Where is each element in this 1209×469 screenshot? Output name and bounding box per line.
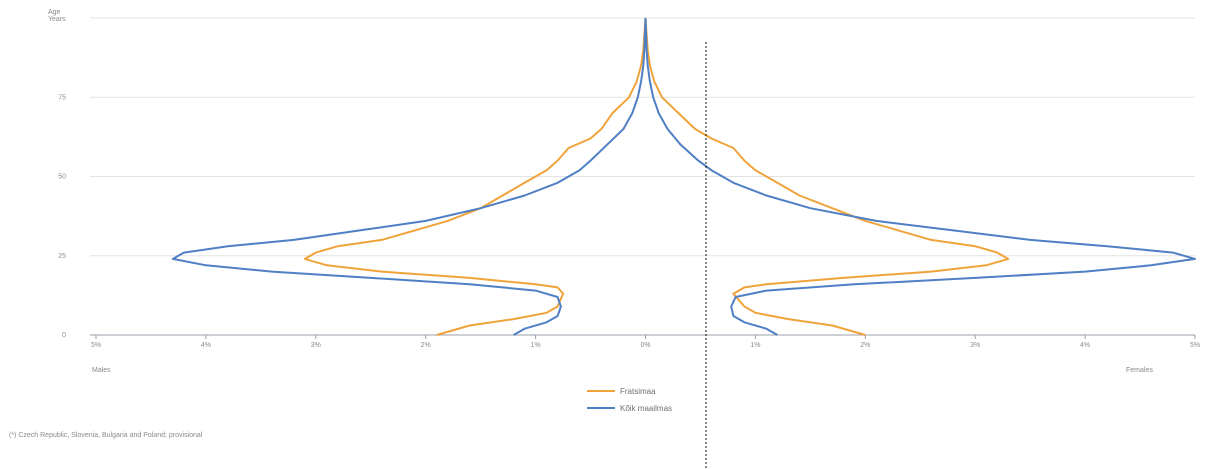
x-tick-label: 2% (860, 342, 870, 349)
y-axis-label-line: Age (48, 9, 61, 16)
series-line-female (644, 17, 1010, 336)
x-tick-label: 3% (970, 342, 980, 349)
females-label: Females (1126, 367, 1153, 374)
y-tick-label: 25 (58, 253, 66, 260)
y-axis-label-line: Years (48, 16, 66, 23)
series-line-male (303, 17, 647, 336)
legend-label: Kõik maailmas (620, 404, 672, 413)
legend-label: Fratsimaa (620, 387, 656, 396)
x-tick-label: 4% (1080, 342, 1090, 349)
x-tick-label: 5% (91, 342, 101, 349)
legend: Fratsimaa Kõik maailmas (587, 387, 672, 413)
footnote: (*) Czech Republic, Slovenia, Bulgaria a… (9, 432, 203, 439)
x-tick-label: 4% (201, 342, 211, 349)
males-label: Males (92, 367, 111, 374)
x-tick-labels: 5% 4% 3% 2% 1% 0% 1% 2% 3% 4% 5% (91, 335, 1200, 349)
x-tick-label: 0% (640, 342, 650, 349)
y-tick-labels: 0 25 50 75 (58, 94, 66, 339)
y-tick-label: 75 (58, 94, 66, 101)
series-line-male (171, 17, 647, 336)
y-tick-label: 0 (62, 332, 66, 339)
x-tick-label: 1% (750, 342, 760, 349)
gridlines (90, 17, 1195, 336)
series-lines (171, 17, 1196, 336)
y-tick-label: 50 (58, 174, 66, 181)
x-tick-label: 2% (421, 342, 431, 349)
x-tick-label: 3% (311, 342, 321, 349)
y-axis-label: Age Years (48, 9, 66, 23)
x-tick-label: 5% (1190, 342, 1200, 349)
x-tick-label: 1% (531, 342, 541, 349)
series-line-female (644, 17, 1196, 336)
